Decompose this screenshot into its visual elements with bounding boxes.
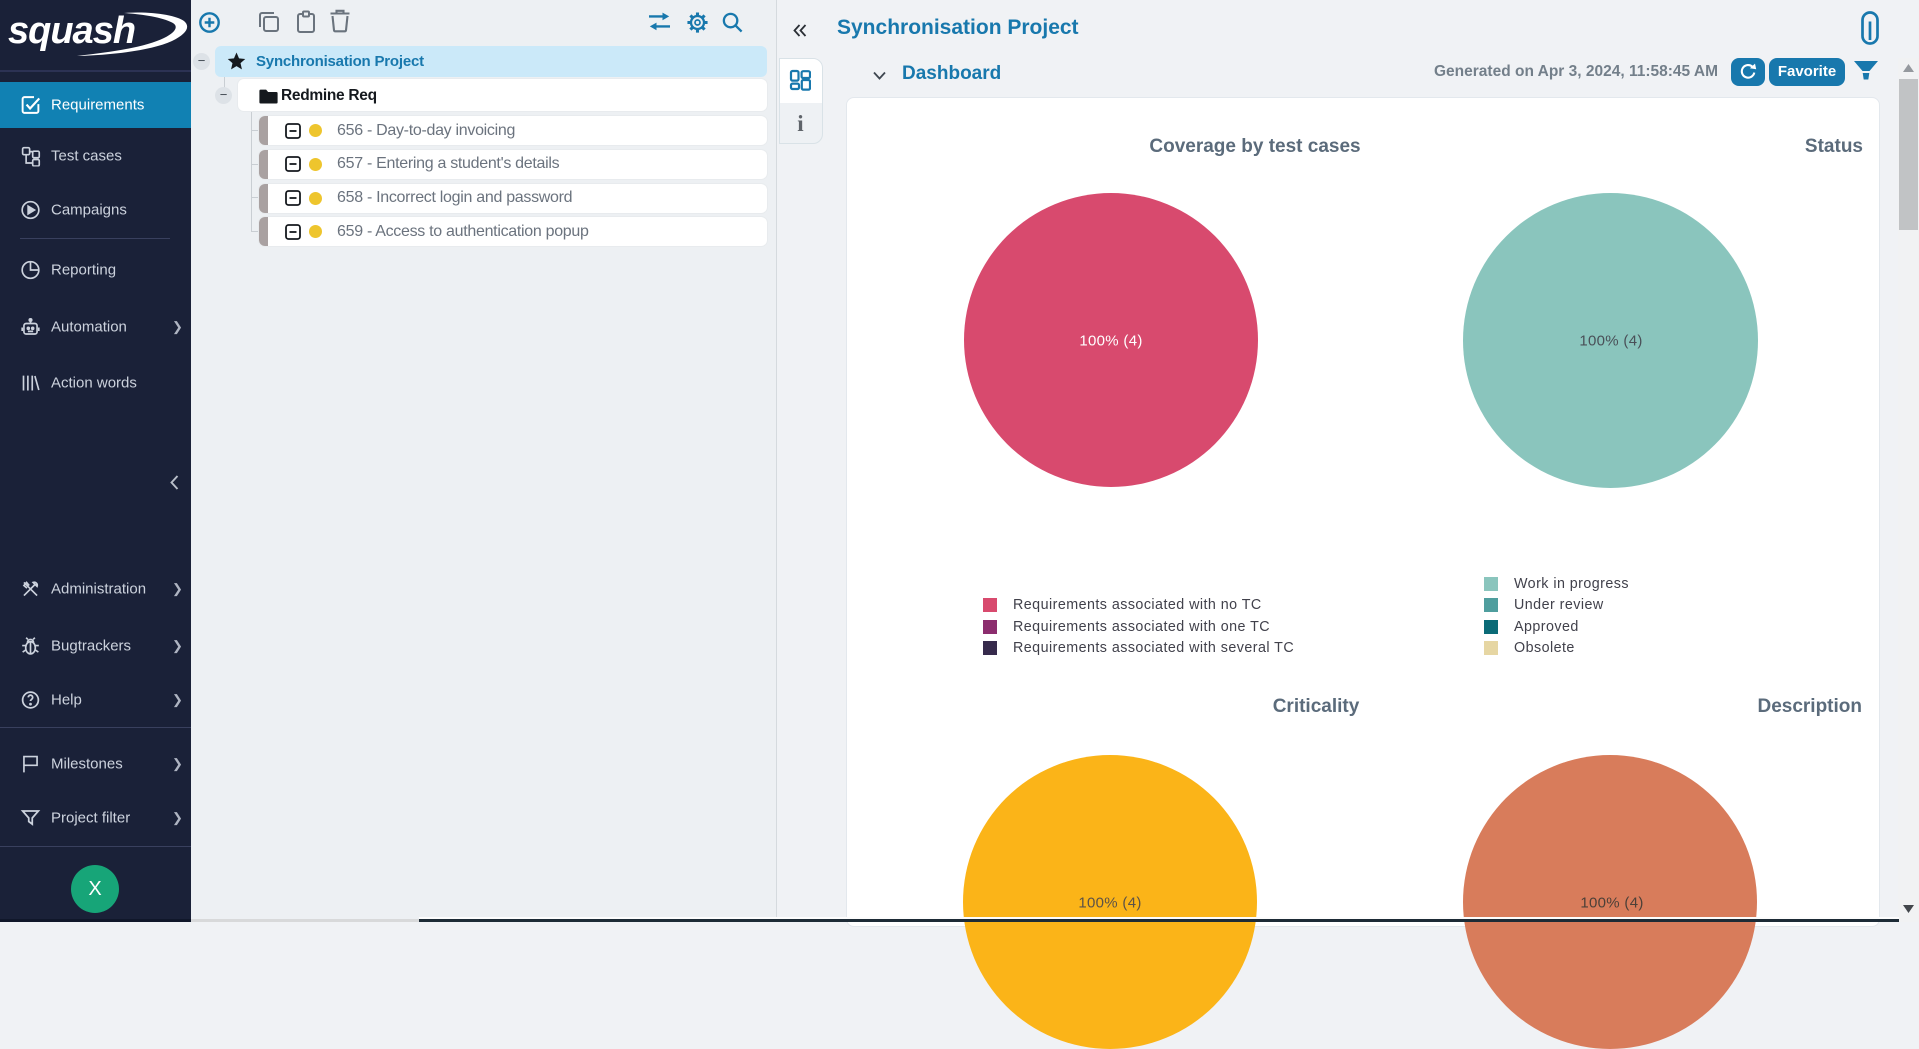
svg-text:squash: squash bbox=[8, 10, 135, 52]
